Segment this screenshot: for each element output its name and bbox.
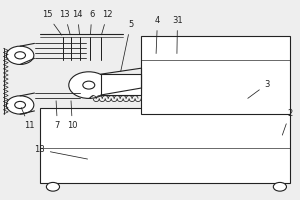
Circle shape	[15, 101, 26, 109]
Bar	[40, 108, 290, 183]
Circle shape	[273, 182, 286, 191]
Circle shape	[83, 81, 95, 89]
Text: 2: 2	[282, 109, 292, 135]
Text: 4: 4	[155, 16, 160, 54]
Circle shape	[69, 72, 109, 98]
Text: 7: 7	[55, 101, 60, 130]
Text: 10: 10	[67, 101, 78, 130]
Circle shape	[15, 52, 26, 59]
Text: 5: 5	[121, 20, 133, 71]
Circle shape	[6, 46, 34, 64]
Text: 31: 31	[172, 16, 183, 54]
Circle shape	[6, 96, 34, 114]
Text: 6: 6	[89, 10, 94, 35]
Text: 11: 11	[21, 108, 34, 130]
Text: 18: 18	[34, 145, 88, 159]
Bar	[141, 36, 290, 114]
Text: 14: 14	[72, 10, 83, 35]
Text: 3: 3	[248, 80, 270, 98]
Text: 15: 15	[42, 10, 62, 35]
Text: 12: 12	[101, 10, 112, 35]
Bar	[101, 74, 141, 95]
Circle shape	[46, 182, 59, 191]
Text: 13: 13	[60, 10, 70, 35]
